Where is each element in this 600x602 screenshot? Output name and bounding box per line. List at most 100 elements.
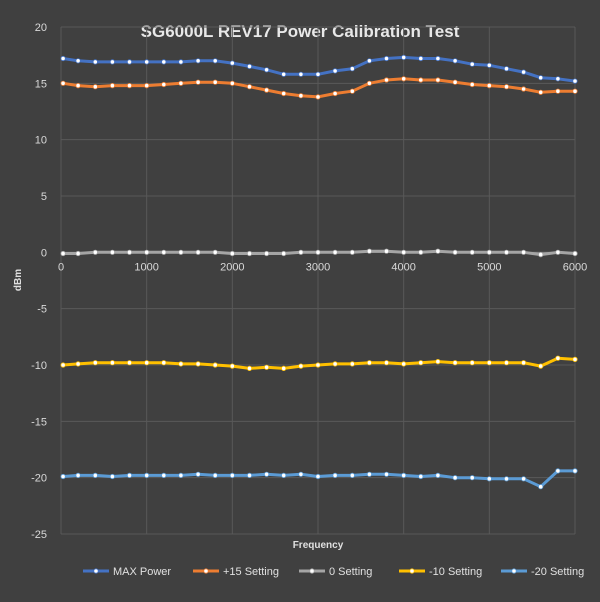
data-point xyxy=(281,365,287,371)
data-point xyxy=(212,79,218,85)
x-tick-label: 6000 xyxy=(563,261,587,273)
data-point xyxy=(144,83,150,89)
data-point xyxy=(246,63,253,70)
series-line xyxy=(62,55,576,83)
y-tick-label: -25 xyxy=(31,529,47,541)
data-point xyxy=(555,355,561,361)
data-point xyxy=(349,249,355,255)
series-0 xyxy=(60,54,578,84)
data-point xyxy=(126,360,133,366)
data-point xyxy=(246,250,253,257)
data-point xyxy=(383,55,390,62)
data-point xyxy=(486,476,492,482)
data-point xyxy=(263,250,270,257)
data-point xyxy=(212,249,218,255)
data-point xyxy=(229,472,235,478)
data-point xyxy=(178,249,184,255)
data-point xyxy=(60,250,66,257)
data-point xyxy=(298,249,304,255)
data-point xyxy=(538,89,544,95)
data-point xyxy=(555,468,561,474)
data-point xyxy=(126,83,133,89)
x-tick-label: 2000 xyxy=(220,261,244,273)
data-point xyxy=(298,363,304,369)
data-point xyxy=(195,249,201,255)
data-point xyxy=(401,76,407,82)
data-point xyxy=(418,249,424,255)
data-point xyxy=(503,84,510,90)
data-point xyxy=(161,249,167,255)
data-point xyxy=(572,88,578,94)
y-tick-label: -15 xyxy=(31,416,47,428)
data-point xyxy=(144,360,150,366)
data-point xyxy=(315,94,321,100)
data-point xyxy=(503,66,510,72)
data-point xyxy=(212,58,218,64)
data-point xyxy=(281,90,287,97)
series-4 xyxy=(60,468,578,490)
data-point xyxy=(109,59,116,65)
data-point xyxy=(435,55,441,62)
series-line xyxy=(62,77,575,99)
data-point xyxy=(281,71,287,77)
data-point xyxy=(126,472,133,478)
data-point xyxy=(418,360,424,366)
legend-item: 0 Setting xyxy=(299,566,372,578)
data-point xyxy=(538,363,544,369)
data-point xyxy=(298,93,304,99)
y-tick-label: 10 xyxy=(35,135,47,147)
data-point xyxy=(109,473,116,480)
data-point xyxy=(195,79,201,85)
data-point xyxy=(555,249,561,255)
data-point xyxy=(555,88,561,94)
data-point xyxy=(75,472,81,478)
data-point xyxy=(60,473,66,480)
data-point xyxy=(469,81,475,88)
data-point xyxy=(452,58,458,64)
data-point xyxy=(401,249,407,255)
data-point xyxy=(263,364,270,370)
data-point xyxy=(229,363,235,369)
legend-label: +15 Setting xyxy=(223,566,279,578)
data-point xyxy=(195,361,201,367)
data-point xyxy=(572,356,578,362)
data-point xyxy=(366,58,372,64)
legend-label: -20 Setting xyxy=(531,566,584,578)
data-point xyxy=(92,84,98,90)
data-point xyxy=(503,249,510,255)
data-point xyxy=(263,471,270,477)
data-point xyxy=(520,476,527,482)
data-point xyxy=(418,77,424,83)
y-axis-label: dBm xyxy=(13,269,24,291)
data-point xyxy=(246,84,253,90)
data-point xyxy=(246,472,253,478)
data-point xyxy=(555,76,561,82)
grid xyxy=(60,26,576,535)
data-point xyxy=(469,475,475,481)
data-point xyxy=(195,58,201,64)
data-point xyxy=(298,471,304,477)
data-point xyxy=(383,360,390,366)
legend-marker xyxy=(309,568,315,574)
data-point xyxy=(486,360,492,366)
data-point xyxy=(298,71,304,77)
data-point xyxy=(75,83,81,89)
data-point xyxy=(503,476,510,482)
data-point xyxy=(315,71,321,77)
y-tick-label: 20 xyxy=(35,22,47,34)
data-point xyxy=(161,360,167,366)
legend-item: -20 Setting xyxy=(501,566,584,578)
data-point xyxy=(452,475,458,481)
data-point xyxy=(315,249,321,255)
data-point xyxy=(366,360,372,366)
data-point xyxy=(332,90,338,97)
data-point xyxy=(212,362,218,368)
series-3 xyxy=(60,355,578,371)
legend-item: +15 Setting xyxy=(193,566,279,578)
data-point xyxy=(332,249,338,255)
x-tick-label: 0 xyxy=(58,261,64,273)
data-point xyxy=(401,361,407,367)
data-point xyxy=(366,248,372,254)
data-point xyxy=(349,88,355,94)
data-point xyxy=(229,60,235,66)
